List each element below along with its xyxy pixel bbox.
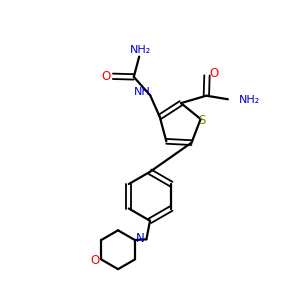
Text: N: N (136, 232, 145, 245)
Text: NH₂: NH₂ (239, 95, 260, 105)
Text: O: O (209, 68, 218, 80)
Text: NH₂: NH₂ (130, 45, 151, 55)
Text: O: O (102, 70, 111, 83)
Text: NH: NH (134, 87, 150, 98)
Text: O: O (90, 254, 99, 266)
Text: S: S (198, 114, 206, 127)
